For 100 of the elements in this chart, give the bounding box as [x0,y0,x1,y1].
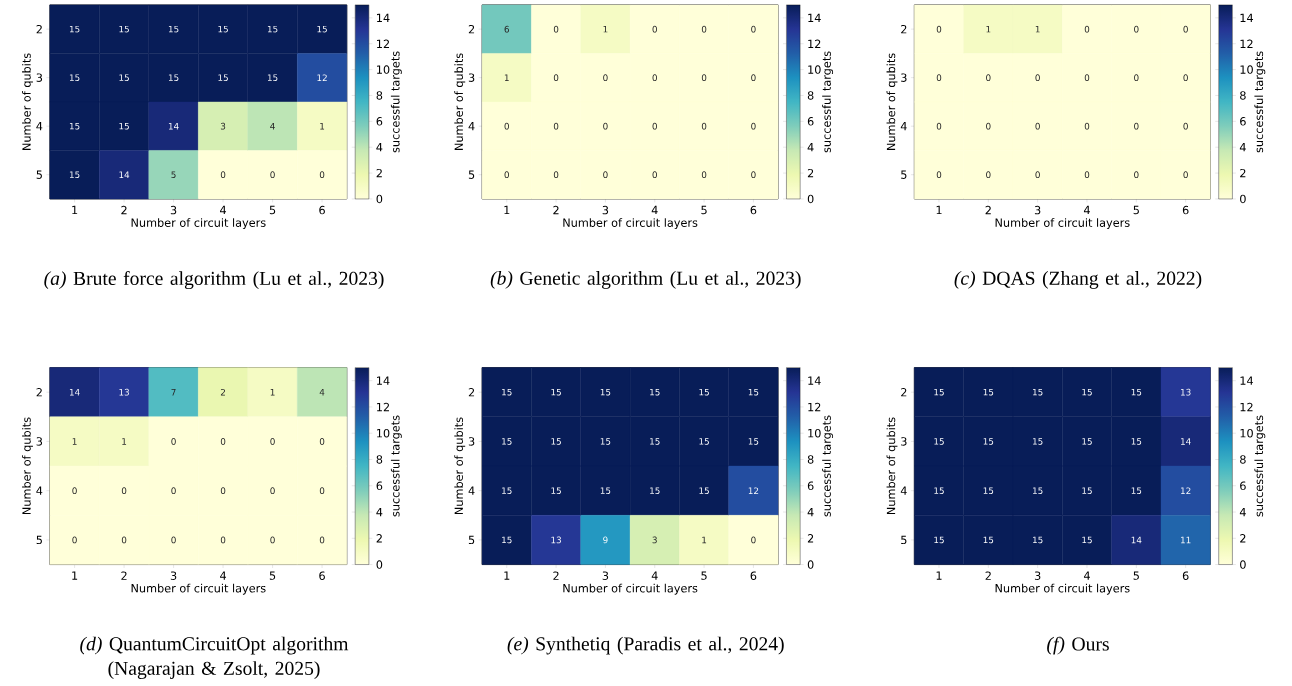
data-label: 15 [600,487,611,494]
data-label: 0 [1084,171,1090,178]
color-bar-label: 10 [808,65,821,74]
y-tick-label: 5 [468,170,475,179]
color-bar-title: successful targets [822,415,834,517]
data-label: 0 [936,122,942,130]
data-label: 0 [751,25,756,33]
y-tick-label: 5 [36,170,42,179]
data-label: 0 [504,171,509,178]
color-bar-label: 6 [1240,481,1246,490]
y-tick-label: 5 [901,170,907,179]
x-tick-label: 2 [985,205,991,215]
x-tick-label: 2 [553,571,559,580]
color-bar-label: 4 [1239,507,1246,517]
y-tick-label: 4 [468,122,475,131]
color-bar-label: 8 [807,91,814,100]
data-label: 0 [171,487,176,494]
data-label: 15 [1082,438,1092,445]
data-label: 0 [504,122,509,130]
color-bar-label: 14 [1240,13,1254,22]
data-label: 0 [652,122,657,130]
color-bar-label: 2 [807,534,814,543]
data-label: 0 [319,536,325,544]
color-bar-label: 14 [377,13,390,22]
data-label: 0 [1035,74,1040,81]
color-bar-label: 4 [1239,143,1246,152]
data-label: 15 [934,438,944,445]
x-tick-label: 5 [1133,205,1139,215]
data-label: 0 [270,487,275,494]
data-label: 13 [551,536,561,544]
color-bar-label: 6 [1240,117,1246,126]
text: (f) Ours [1047,636,1109,655]
data-label: 15 [502,388,512,396]
color-bar-label: 10 [808,428,821,438]
data-label: 15 [748,438,759,445]
x-axis-title: Number of circuit layers [995,583,1130,595]
data-label: 0 [751,536,756,544]
data-label: 0 [1134,74,1139,81]
y-axis-title: Number of qubits [22,417,33,514]
data-label: 15 [1131,388,1142,396]
data-label: 0 [1134,171,1139,178]
data-label: 2 [220,388,225,396]
color-bar-label: 10 [1240,428,1253,438]
x-tick-label: 2 [985,571,991,580]
y-axis-title: Number of qubits [454,417,466,514]
data-label: 15 [1131,438,1142,445]
x-tick-label: 4 [651,571,658,580]
color-bar-label: 6 [376,481,383,490]
color-bar-label: 12 [377,402,390,412]
data-label: 15 [1033,438,1043,445]
text: (d) QuantumCircuitOpt algorithm (Nagarajan & Zsolt, 2025) [80,636,349,679]
x-tick-label: 3 [170,571,177,580]
data-label: 15 [983,487,994,494]
color-bar-title: successful targets [822,51,834,153]
color-bar-label: 8 [1240,455,1246,464]
data-label: 0 [1183,25,1188,33]
data-label: 0 [270,536,275,544]
y-axis-title: Number of qubits [22,53,33,150]
data-label: 15 [1131,487,1142,494]
y-tick-label: 5 [36,535,42,545]
data-label: 0 [270,171,275,178]
data-label: 0 [936,25,942,33]
color-bar-label: 8 [376,91,383,100]
x-axis-title: Number of circuit layers [563,583,698,595]
data-label: 0 [936,171,942,178]
data-label: 15 [1033,388,1043,396]
x-tick-label: 1 [936,205,942,215]
data-label: 11 [1181,536,1191,544]
color-bar-label: 10 [377,428,390,438]
data-label: 0 [72,536,77,544]
data-label: 15 [650,487,660,494]
x-tick-label: 2 [553,205,559,215]
data-label: 0 [1183,74,1188,81]
x-tick-label: 1 [72,205,78,215]
data-label: 15 [650,388,660,396]
data-label: 15 [699,388,709,396]
data-label: 14 [1131,536,1142,544]
data-label: 15 [119,25,129,33]
data-label: 15 [267,74,278,81]
x-tick-label: 1 [72,571,78,580]
data-label: 0 [603,122,608,130]
x-tick-label: 3 [170,205,177,215]
x-tick-label: 5 [269,571,276,580]
data-label: 1 [320,122,325,130]
color-bar-label: 4 [807,143,814,152]
x-tick-label: 6 [1182,205,1189,215]
data-label: 14 [119,171,130,178]
y-tick-label: 3 [468,73,475,82]
x-tick-label: 6 [319,571,325,580]
color-bar-label: 14 [808,13,821,22]
data-label: 0 [751,171,756,178]
x-tick-label: 3 [1034,205,1041,215]
data-label: 5 [171,171,176,178]
x-tick-label: 5 [1133,571,1139,580]
data-label: 0 [220,536,226,544]
color-bar-label: 14 [808,376,821,385]
data-label: 0 [652,25,657,33]
data-label: 0 [553,25,559,33]
y-tick-label: 4 [36,486,43,495]
data-label: 15 [502,438,512,445]
